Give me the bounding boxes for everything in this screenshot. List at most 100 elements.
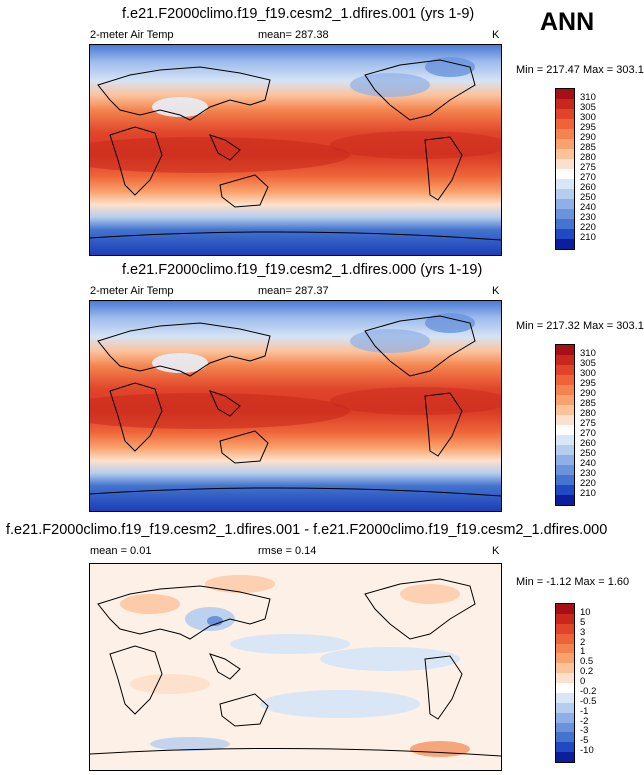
- panel-2-units: K: [492, 285, 500, 297]
- panel-2-colorbar: [555, 344, 575, 506]
- panel-1-map: [89, 44, 502, 256]
- colorbar-swatch: [556, 99, 574, 109]
- colorbar-label: 220: [580, 222, 596, 233]
- colorbar-label: -2: [580, 715, 589, 727]
- colorbar-swatch: [556, 742, 574, 753]
- colorbar-label: 210: [580, 232, 596, 243]
- colorbar-label: 0.2: [580, 666, 594, 678]
- colorbar-swatch: [556, 643, 574, 654]
- colorbar-swatch: [556, 702, 574, 713]
- colorbar-swatch: [556, 109, 574, 119]
- colorbar-label: -10: [580, 745, 594, 757]
- colorbar-swatch: [556, 455, 574, 465]
- colorbar-label: 2: [580, 636, 586, 648]
- panel-3-colorbar: [555, 603, 575, 763]
- panel-2-variable-label: 2-meter Air Temp: [90, 285, 174, 297]
- colorbar-swatch: [556, 395, 574, 405]
- colorbar-label: 3: [580, 626, 586, 638]
- panel-2-minmax: Min = 217.32 Max = 303.18: [516, 320, 644, 332]
- colorbar-label: 305: [580, 102, 596, 113]
- colorbar-swatch: [556, 722, 574, 733]
- panel-3-units: K: [492, 545, 500, 557]
- colorbar-swatch: [556, 633, 574, 644]
- colorbar-label: -3: [580, 725, 589, 737]
- colorbar-swatch: [556, 159, 574, 169]
- panel-3-mean-label: mean = 0.01: [90, 545, 152, 557]
- colorbar-swatch: [556, 375, 574, 385]
- colorbar-label: 260: [580, 182, 596, 193]
- colorbar-label: 270: [580, 428, 596, 439]
- colorbar-label: 285: [580, 142, 596, 153]
- colorbar-swatch: [556, 405, 574, 415]
- panel-1-units: K: [492, 29, 500, 41]
- colorbar-swatch: [556, 89, 574, 99]
- colorbar-swatch: [556, 189, 574, 199]
- colorbar-swatch: [556, 712, 574, 723]
- colorbar-swatch: [556, 613, 574, 624]
- colorbar-swatch: [556, 732, 574, 743]
- colorbar-label: -0.5: [580, 695, 597, 707]
- colorbar-swatch: [556, 623, 574, 634]
- colorbar-label: 250: [580, 448, 596, 459]
- colorbar-swatch: [556, 385, 574, 395]
- season-label: ANN: [540, 8, 595, 36]
- colorbar-label: 300: [580, 368, 596, 379]
- colorbar-swatch: [556, 169, 574, 179]
- colorbar-swatch: [556, 139, 574, 149]
- colorbar-swatch: [556, 435, 574, 445]
- panel-3-rmse-label: rmse = 0.14: [258, 545, 317, 557]
- colorbar-swatch: [556, 653, 574, 664]
- colorbar-label: 230: [580, 212, 596, 223]
- panel-1-mean-label: mean= 287.38: [258, 29, 329, 41]
- colorbar-label: 310: [580, 348, 596, 359]
- panel-3-minmax: Min = -1.12 Max = 1.60: [516, 576, 630, 588]
- colorbar-label: 290: [580, 388, 596, 399]
- colorbar-label: -1: [580, 705, 589, 717]
- colorbar-swatch: [556, 345, 574, 355]
- panel-2-title: f.e21.F2000climo.f19_f19.cesm2_1.dfires.…: [122, 262, 483, 278]
- colorbar-swatch: [556, 119, 574, 129]
- colorbar-label: 300: [580, 112, 596, 123]
- colorbar-swatch: [556, 465, 574, 475]
- panel-2-map: [89, 300, 502, 512]
- colorbar-label: 250: [580, 192, 596, 203]
- colorbar-label: 280: [580, 408, 596, 419]
- colorbar-swatch: [556, 239, 574, 249]
- colorbar-swatch: [556, 229, 574, 239]
- colorbar-swatch: [556, 415, 574, 425]
- colorbar-label: 210: [580, 488, 596, 499]
- panel-1-title: f.e21.F2000climo.f19_f19.cesm2_1.dfires.…: [122, 6, 475, 22]
- colorbar-swatch: [556, 425, 574, 435]
- colorbar-swatch: [556, 485, 574, 495]
- colorbar-label: 240: [580, 202, 596, 213]
- colorbar-label: 10: [580, 606, 591, 618]
- panel-1-variable-label: 2-meter Air Temp: [90, 29, 174, 41]
- colorbar-label: -5: [580, 735, 589, 747]
- colorbar-label: 0.5: [580, 656, 594, 668]
- colorbar-label: 0: [580, 676, 586, 687]
- colorbar-swatch: [556, 752, 574, 762]
- colorbar-label: -0.2: [580, 685, 597, 697]
- colorbar-label: 5: [580, 616, 586, 628]
- colorbar-label: 305: [580, 358, 596, 369]
- colorbar-label: 285: [580, 398, 596, 409]
- colorbar-swatch: [556, 355, 574, 365]
- colorbar-swatch: [556, 199, 574, 209]
- panel-3-map: [89, 563, 502, 771]
- colorbar-swatch: [556, 604, 574, 614]
- colorbar-label: 260: [580, 438, 596, 449]
- colorbar-swatch: [556, 445, 574, 455]
- colorbar-label: 220: [580, 478, 596, 489]
- colorbar-swatch: [556, 663, 574, 674]
- colorbar-label: 295: [580, 378, 596, 389]
- colorbar-label: 230: [580, 468, 596, 479]
- colorbar-swatch: [556, 365, 574, 375]
- colorbar-swatch: [556, 209, 574, 219]
- colorbar-label: 240: [580, 458, 596, 469]
- colorbar-swatch: [556, 179, 574, 189]
- colorbar-swatch: [556, 149, 574, 159]
- panel-3-title: f.e21.F2000climo.f19_f19.cesm2_1.dfires.…: [6, 522, 608, 538]
- colorbar-swatch: [556, 475, 574, 485]
- colorbar-swatch: [556, 495, 574, 505]
- colorbar-label: 290: [580, 132, 596, 143]
